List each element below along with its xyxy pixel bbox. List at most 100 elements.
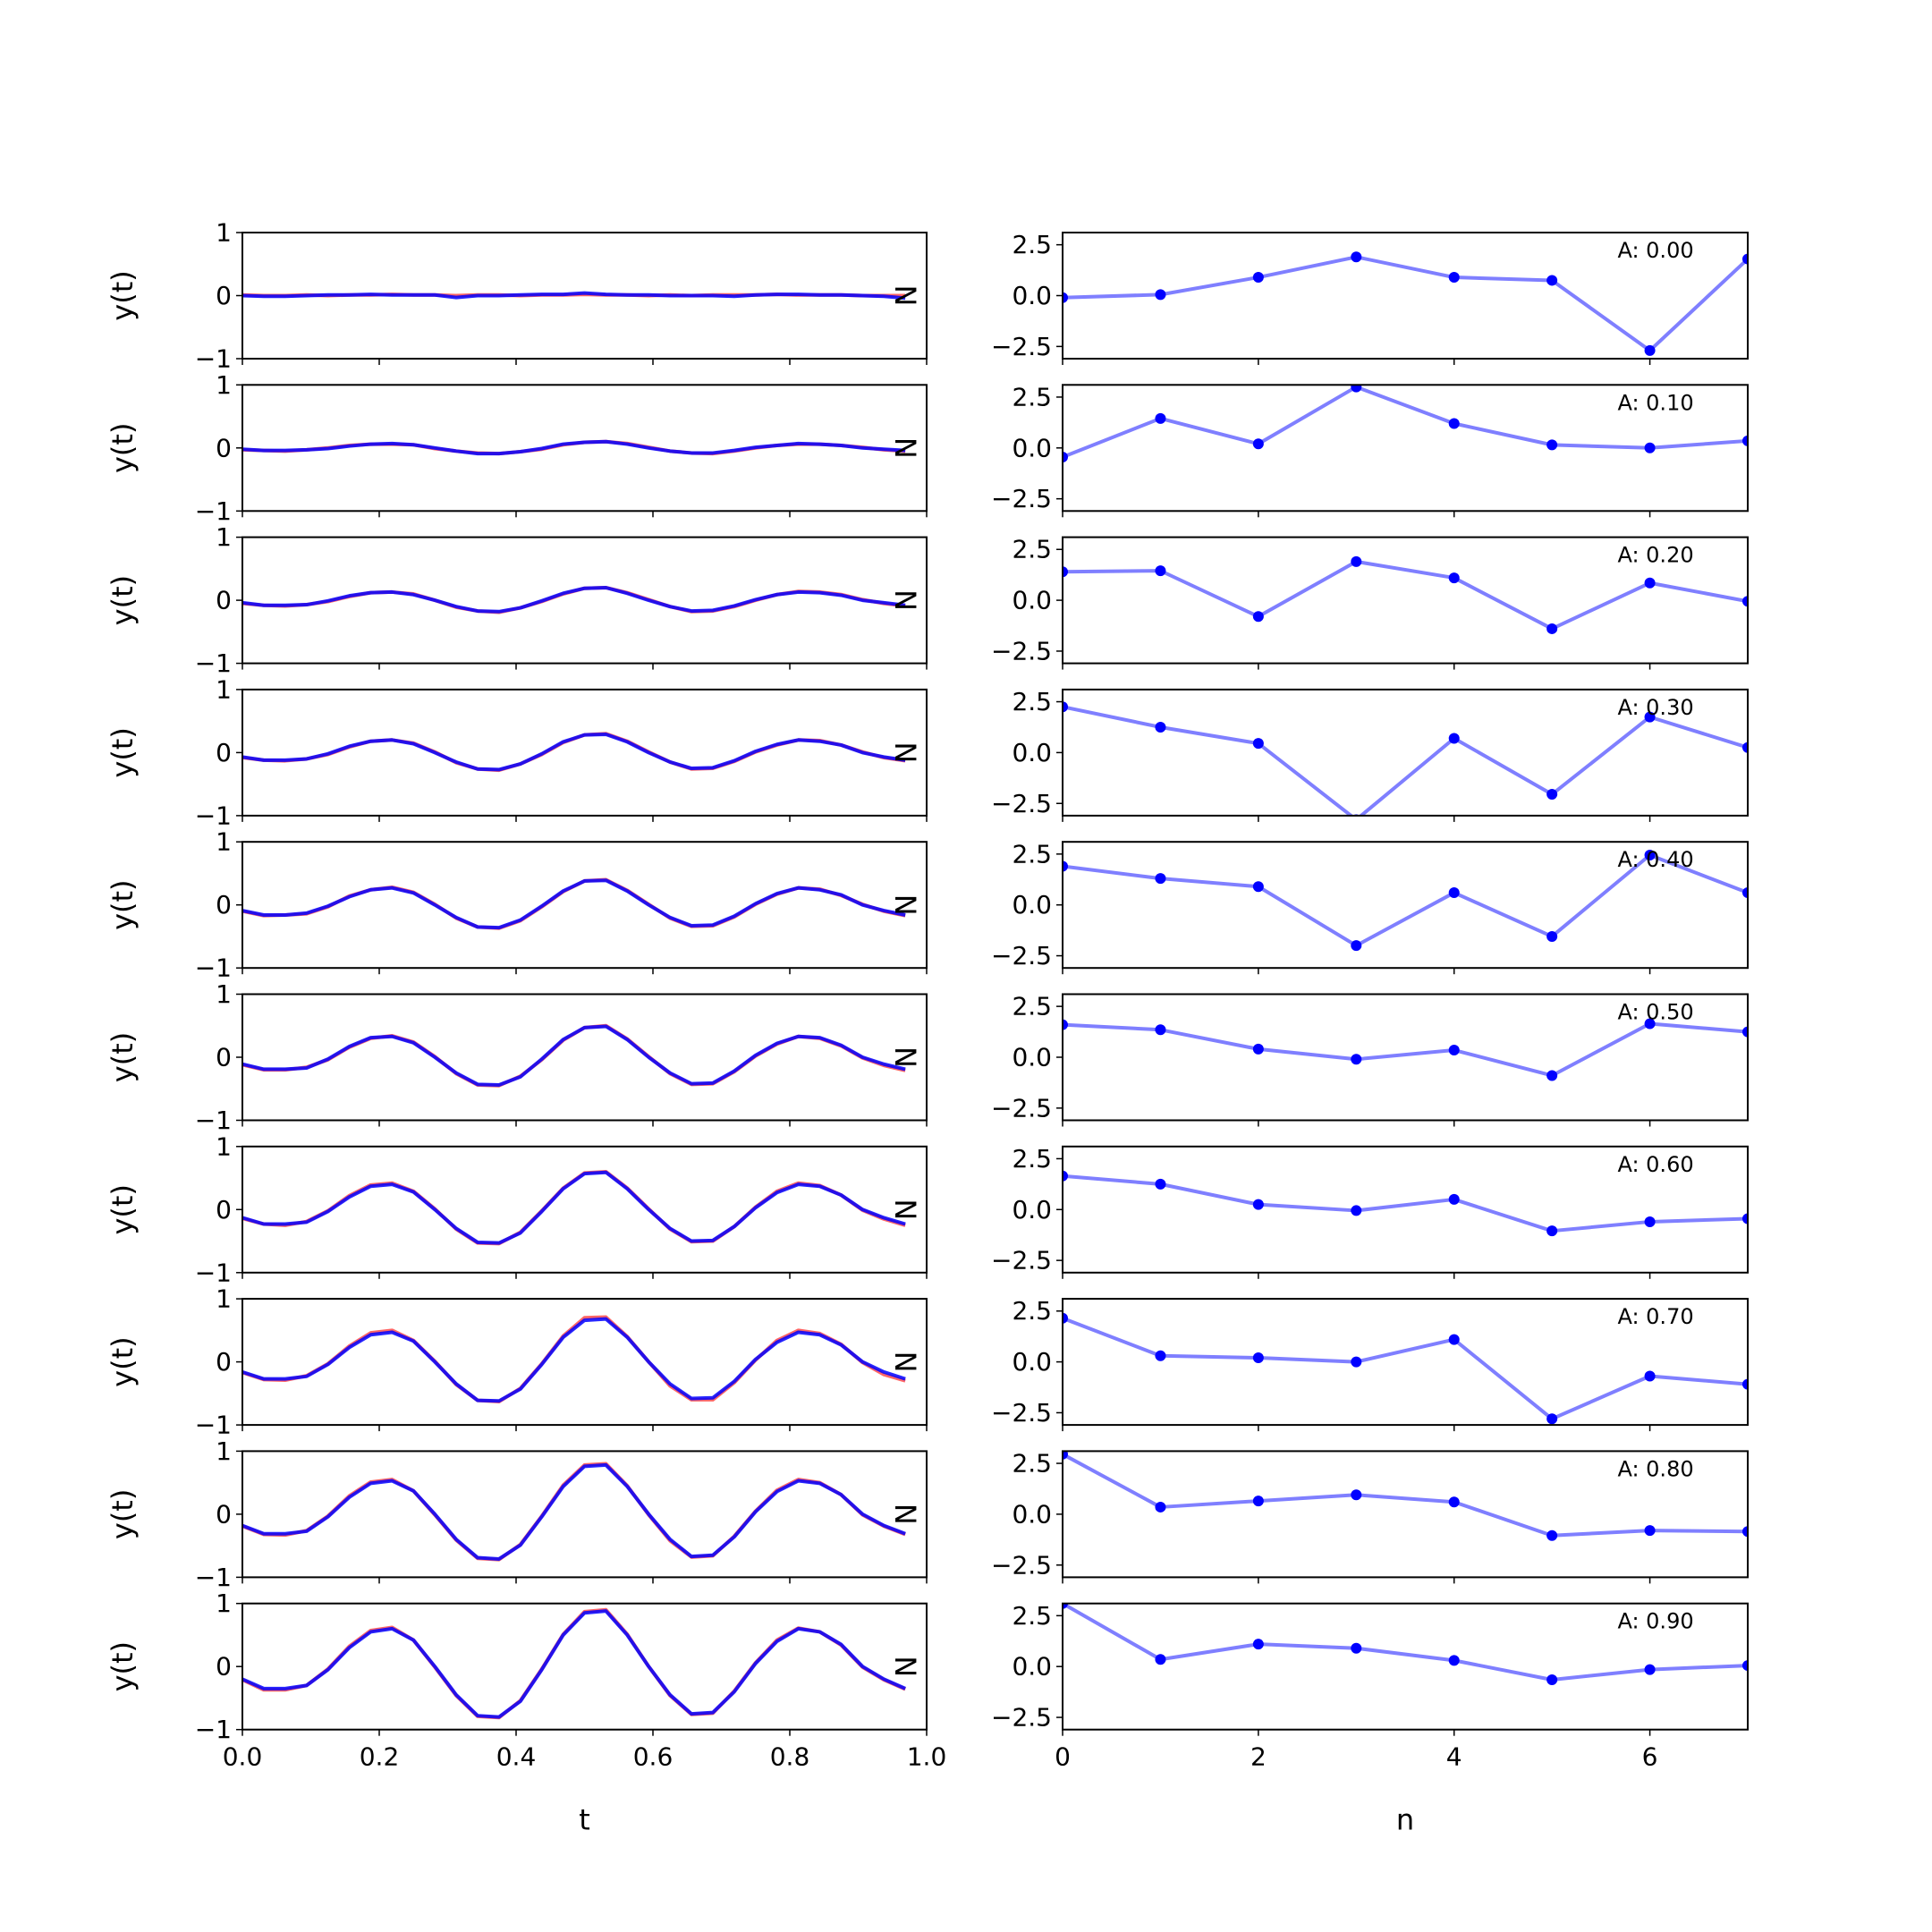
y-tick-label: −1 (195, 496, 232, 526)
y-tick-label: 0 (216, 1195, 232, 1224)
y-tick-label: −2.5 (991, 941, 1052, 970)
series-line (1063, 1021, 1748, 1078)
y-tick-label: 1 (216, 1131, 232, 1161)
point (1155, 1654, 1166, 1665)
y-tick-label: −1 (195, 1258, 232, 1287)
series-line (1063, 852, 1748, 948)
point (1252, 1352, 1264, 1364)
subplot: −1 0 1 y(t) N (106, 827, 928, 983)
point (1644, 344, 1656, 356)
right-axis-label: N (888, 285, 922, 307)
y-tick-label: 0.0 (1012, 281, 1052, 310)
y-tick-label: 1 (216, 827, 232, 857)
series-line (1063, 705, 1748, 816)
point (1063, 566, 1068, 578)
y-tick-label: 0 (216, 1347, 232, 1377)
y-tick-label: 2.5 (1012, 1601, 1052, 1631)
y-tick-label: 2.5 (1012, 1144, 1052, 1174)
y-axis-label: y(t) (106, 1489, 140, 1539)
y-tick-label: 0.0 (1012, 1652, 1052, 1682)
point (1063, 1603, 1068, 1609)
y-tick-label: 0 (216, 1652, 232, 1682)
y-tick-label: −1 (195, 1563, 232, 1592)
subplot: −1 0 1 y(t) N (106, 1131, 928, 1287)
point (1351, 385, 1362, 393)
x-tick-label: 0 (1055, 1742, 1071, 1772)
point (1351, 1205, 1362, 1216)
point (1448, 572, 1460, 584)
y-axis-label: y(t) (106, 270, 140, 320)
point (1644, 849, 1656, 860)
x-tick-label: 1.0 (907, 1742, 947, 1772)
point (1252, 438, 1264, 450)
annotation: A: 0.20 (1617, 543, 1693, 568)
axes-frame (1062, 232, 1749, 360)
subplot: −1 0 1 y(t) N (106, 370, 928, 526)
point (1155, 289, 1166, 301)
annotation: A: 0.00 (1617, 238, 1693, 263)
point (1742, 596, 1748, 607)
subplot: −2.5 0.0 2.5 A: 0.00 (991, 230, 1749, 365)
right-axis-label: N (888, 1504, 922, 1525)
point (1546, 623, 1558, 634)
point (1252, 1043, 1264, 1055)
point (1448, 1045, 1460, 1056)
y-tick-label: 2.5 (1012, 992, 1052, 1021)
annotation: A: 0.30 (1617, 695, 1693, 720)
y-axis-label: y(t) (106, 1032, 140, 1082)
axes-frame (242, 232, 928, 360)
y-tick-label: 2.5 (1012, 687, 1052, 716)
y-tick-label: 0.0 (1012, 1347, 1052, 1377)
y-tick-label: 2.5 (1012, 839, 1052, 869)
point (1155, 1024, 1166, 1036)
subplot: −2.5 0.0 2.5 A: 0.10 (991, 382, 1749, 518)
point (1546, 1225, 1558, 1237)
axes-frame (1062, 841, 1749, 970)
series-line (1063, 1316, 1748, 1421)
point (1155, 412, 1166, 424)
axes-frame (242, 384, 928, 513)
axes-frame (242, 536, 928, 665)
annotation: A: 0.80 (1617, 1456, 1693, 1481)
axes-frame (1062, 384, 1749, 513)
y-tick-label: −1 (195, 648, 232, 678)
point (1351, 1356, 1362, 1368)
subplot: −2.5 0.0 2.5 A: 0.60 (991, 1144, 1749, 1279)
axes-frame (242, 841, 928, 970)
axes-frame (242, 1145, 928, 1274)
point (1351, 251, 1362, 263)
x-tick-label: 2 (1250, 1742, 1267, 1772)
series-line (242, 1170, 906, 1245)
y-tick-label: 1 (216, 674, 232, 704)
x-tick-label: 0.4 (496, 1742, 537, 1772)
y-tick-label: −1 (195, 344, 232, 374)
series-line (242, 439, 906, 456)
y-tick-label: 0 (216, 586, 232, 615)
point (1351, 1489, 1362, 1501)
y-tick-label: 1 (216, 979, 232, 1009)
right-axis-label: N (888, 1352, 922, 1373)
point (1546, 930, 1558, 942)
annotation: A: 0.90 (1617, 1609, 1693, 1634)
y-tick-label: 2.5 (1012, 1296, 1052, 1326)
y-tick-label: 0 (216, 281, 232, 310)
series-line (1063, 559, 1748, 631)
subplot: −2.5 0.0 2.5 A: 0.80 (991, 1449, 1749, 1584)
y-tick-label: −2.5 (991, 1246, 1052, 1275)
annotation: A: 0.40 (1617, 847, 1693, 872)
x-tick-label: 0.8 (770, 1742, 810, 1772)
y-tick-label: 0.0 (1012, 890, 1052, 919)
point (1644, 1525, 1656, 1537)
axes-frame (1062, 688, 1749, 817)
y-tick-label: 0.0 (1012, 1499, 1052, 1529)
y-tick-label: 2.5 (1012, 230, 1052, 259)
point (1742, 1026, 1748, 1038)
point (1063, 292, 1068, 303)
axes-frame (1062, 1298, 1749, 1427)
point (1546, 275, 1558, 286)
point (1063, 1019, 1068, 1030)
subplot: −1 0 1 0.0 0.2 0.4 0.6 0.8 1.0 y(t) Nt (106, 1589, 946, 1837)
annotation: A: 0.50 (1617, 1000, 1693, 1025)
y-tick-label: 2.5 (1012, 1449, 1052, 1479)
